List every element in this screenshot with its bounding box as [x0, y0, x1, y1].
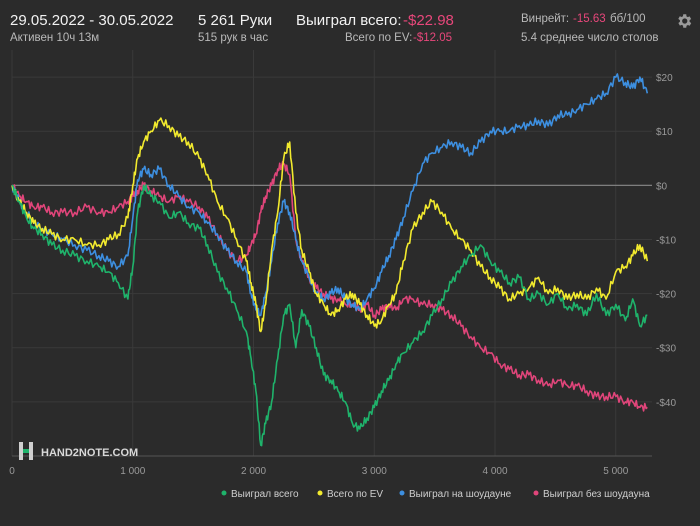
series-line-showdown — [11, 73, 649, 317]
winrate-unit: бб/100 — [610, 13, 646, 25]
date-range[interactable]: 29.05.2022 - 30.05.2022 — [10, 12, 174, 29]
x-tick-label: 1 000 — [120, 466, 145, 477]
x-tick-label: 5 000 — [603, 466, 628, 477]
profit-graph: 0 1 000 2 000 3 000 4 000 5 000 $20 $10 $0 -$10 -$… — [9, 50, 676, 500]
header: 29.05.2022 - 30.05.2022 Активен 10ч 13м … — [0, 0, 700, 50]
won-total-value: -$22.98 — [403, 12, 454, 29]
y-tick-label: -$10 — [656, 235, 676, 246]
y-tick-label: $10 — [656, 127, 673, 138]
series-line-nonshowdown — [11, 160, 648, 412]
legend-dot-showdown — [399, 490, 405, 496]
hand2note-logo: HAND2NOTE.COM — [19, 440, 159, 467]
x-tick-label: 4 000 — [483, 466, 508, 477]
avg-tables: 5.4 среднее число столов — [521, 32, 659, 44]
legend-label-nonshowdown: Выиграл без шоудауна — [543, 488, 650, 500]
x-tick-label: 3 000 — [362, 466, 387, 477]
y-tick-label: -$30 — [656, 344, 676, 355]
winrate-label: Винрейт: — [521, 13, 570, 25]
y-tick-label: -$20 — [656, 290, 676, 301]
chart-area: 0 1 000 2 000 3 000 4 000 5 000 $20 $10 $0 -$10 -$… — [0, 50, 700, 521]
series-line-won — [11, 184, 648, 447]
x-tick-label: 0 — [9, 466, 15, 477]
ev-total-label: Всего по EV: — [345, 32, 413, 44]
winrate-value: -15.63 — [573, 13, 606, 25]
legend-label-won: Выиграл всего — [231, 489, 299, 500]
legend-label-showdown: Выиграл на шоудауне — [409, 489, 512, 500]
y-tick-label: $20 — [656, 73, 673, 84]
logo-text: HAND2NOTE.COM — [41, 447, 138, 459]
legend-dot-nonshowdown — [533, 490, 539, 496]
series-line-ev — [11, 117, 649, 333]
x-tick-label: 2 000 — [241, 466, 266, 477]
legend-dot-ev — [317, 490, 323, 496]
y-tick-label: $0 — [656, 181, 668, 192]
y-tick-label: -$40 — [656, 398, 676, 409]
active-duration: Активен 10ч 13м — [10, 32, 100, 44]
hands-per-hour: 515 рук в час — [198, 32, 269, 44]
won-total-label: Выиграл всего: — [296, 12, 402, 29]
hands-count: 5 261 Руки — [198, 12, 273, 29]
legend-dot-won — [221, 490, 227, 496]
legend-label-ev: Всего по EV — [327, 489, 383, 500]
gear-icon[interactable] — [675, 12, 693, 30]
hand2note-logo-mark: HAND2NOTE.COM — [19, 442, 138, 460]
ev-total-value: -$12.05 — [413, 32, 453, 44]
